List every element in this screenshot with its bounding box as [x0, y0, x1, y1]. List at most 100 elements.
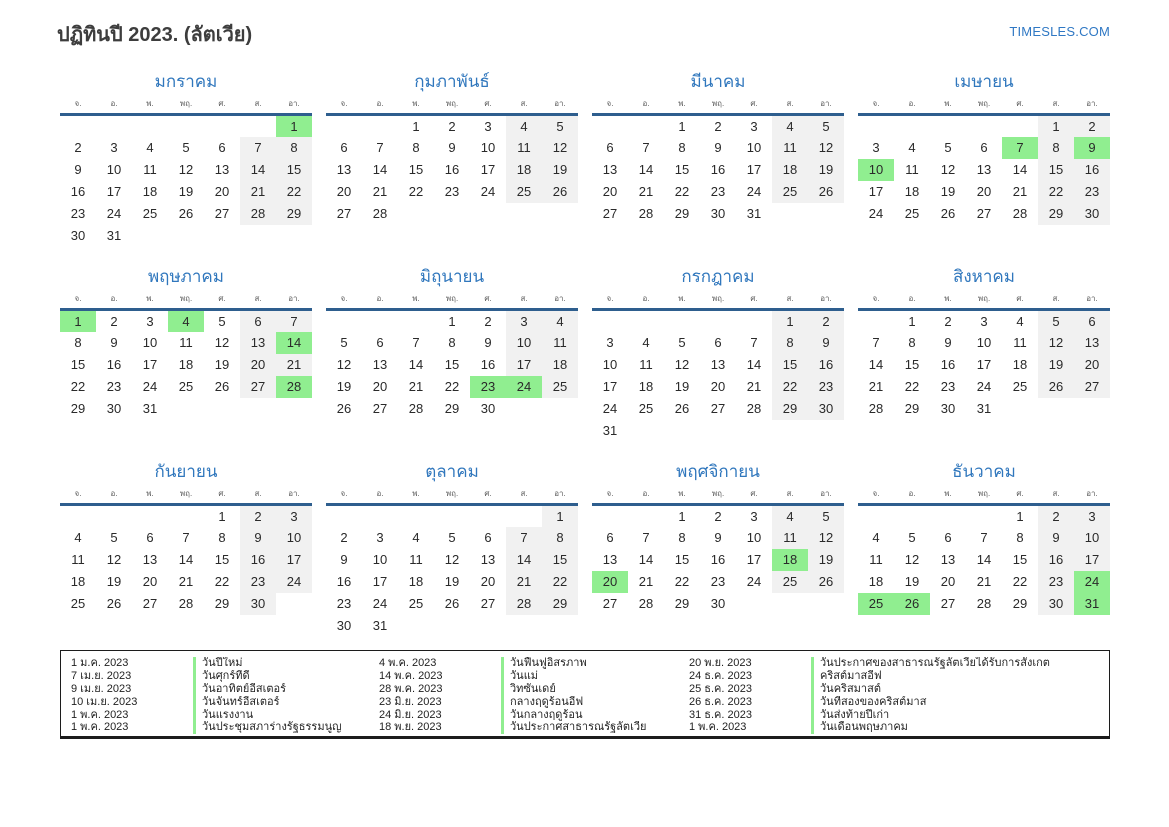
- day-cell: 18: [868, 574, 884, 589]
- day-cell: 30: [70, 228, 86, 243]
- weekday-header: พฤ.: [966, 487, 1002, 506]
- day-cell: 5: [908, 530, 916, 545]
- day-cell: 7: [872, 335, 880, 350]
- day-cell: 25: [858, 592, 894, 615]
- day-cell: 8: [1016, 530, 1024, 545]
- day-cell: 18: [772, 548, 808, 571]
- day-cell: 18: [904, 184, 920, 199]
- day-cell: 26: [542, 180, 578, 203]
- day-cell: 20: [336, 184, 352, 199]
- day-cell: 29: [214, 596, 230, 611]
- day-cell: 4: [146, 140, 154, 155]
- weekday-header: ศ.: [204, 292, 240, 311]
- empty-cell: [326, 505, 362, 527]
- month-table: จ. อ. พ. พฤ. ศ. ส. อา. 1 2 3 4 5 6 7 8 9 10 11 12 13 14 15 16 1…: [60, 97, 312, 247]
- holiday-name: วันประชุมสภาร่างรัฐธรรมนูญ: [193, 721, 379, 735]
- day-cell: 4: [168, 309, 204, 332]
- empty-cell: [132, 115, 168, 137]
- empty-cell: [736, 310, 772, 332]
- day-cell: 3: [980, 313, 988, 329]
- day-cell: 3: [506, 309, 542, 332]
- day-cell: 3: [484, 118, 492, 134]
- day-cell: 27: [480, 596, 496, 611]
- legend-row: 14 พ.ค. 2023 วันแม่: [379, 669, 689, 683]
- day-cell: 13: [142, 552, 158, 567]
- empty-cell: [398, 310, 434, 332]
- month-table: จ. อ. พ. พฤ. ศ. ส. อา. 1 2 3 4 5 6 7 8 9 10 11 12 13 14 15 16 1…: [326, 97, 578, 225]
- weekday-header: อ.: [96, 487, 132, 506]
- holiday-name: วันคริสมาสต์: [811, 682, 1101, 696]
- day-cell: 2: [484, 313, 492, 329]
- day-cell: 15: [1012, 552, 1028, 567]
- weekday-header: อา.: [1074, 487, 1110, 506]
- empty-cell: [772, 420, 808, 442]
- empty-cell: [168, 225, 204, 247]
- day-cell: 26: [214, 379, 230, 394]
- legend-row: 26 ธ.ค. 2023 วันที่สองของคริสต์มาส: [689, 695, 1101, 709]
- day-cell: 19: [1038, 353, 1074, 376]
- day-cell: 20: [214, 184, 230, 199]
- week-row: 20 21 22 23 24 25 26: [326, 180, 578, 203]
- month-table: จ. อ. พ. พฤ. ศ. ส. อา. 1 2 3 4 5 6 7 8 9 10 11 12 13 14 15 16 1…: [326, 292, 578, 420]
- day-cell: 5: [808, 504, 844, 527]
- empty-cell: [240, 225, 276, 247]
- brand-link[interactable]: TIMESLES.COM: [1009, 24, 1110, 39]
- day-cell: 19: [106, 574, 122, 589]
- day-cell: 15: [1038, 158, 1074, 181]
- day-cell: 26: [808, 180, 844, 203]
- empty-cell: [204, 398, 240, 420]
- day-cell: 5: [110, 530, 118, 545]
- day-cell: 16: [240, 548, 276, 571]
- empty-cell: [398, 615, 434, 637]
- day-cell: 11: [71, 552, 85, 567]
- day-cell: 31: [602, 423, 618, 438]
- day-cell: 27: [336, 206, 352, 221]
- day-cell: 14: [746, 357, 762, 372]
- legend-column: 4 พ.ค. 2023 วันฟื้นฟูอิสรภาพ 14 พ.ค. 2023 ว…: [379, 657, 689, 735]
- weekday-header: อา.: [276, 487, 312, 506]
- day-cell: 25: [408, 596, 424, 611]
- day-cell: 26: [336, 401, 352, 416]
- day-cell: 13: [602, 552, 618, 567]
- weekday-header: ส.: [240, 292, 276, 311]
- weekday-header: อ.: [628, 487, 664, 506]
- day-cell: 9: [240, 526, 276, 549]
- day-cell: 11: [1013, 335, 1027, 350]
- day-cell: 6: [218, 140, 226, 155]
- weekday-header: อา.: [1074, 292, 1110, 311]
- day-cell: 5: [340, 335, 348, 350]
- empty-cell: [204, 115, 240, 137]
- months-grid: มกราคม จ. อ. พ. พฤ. ศ. ส. อา. 1 2 3 4 5 6 7 8 9 10 11 12 13 1…: [60, 72, 1110, 633]
- empty-cell: [362, 505, 398, 527]
- day-cell: 10: [858, 158, 894, 181]
- day-cell: 29: [1038, 202, 1074, 225]
- day-cell: 28: [976, 596, 992, 611]
- day-cell: 12: [336, 357, 352, 372]
- week-row: 27 28: [326, 203, 578, 225]
- day-cell: 24: [1074, 570, 1110, 593]
- holiday-name: วันส่งท้ายปีเก่า: [811, 708, 1101, 722]
- day-cell: 17: [276, 548, 312, 571]
- day-cell: 6: [944, 530, 952, 545]
- day-cell: 26: [894, 592, 930, 615]
- day-cell: 16: [1074, 158, 1110, 181]
- empty-cell: [326, 310, 362, 332]
- holiday-name: คริสต์มาสอีฟ: [811, 669, 1101, 683]
- week-row: 27 28 29 30: [592, 593, 844, 615]
- weekday-header: จ.: [858, 292, 894, 311]
- weekday-header: ศ.: [1002, 292, 1038, 311]
- day-cell: 23: [710, 184, 726, 199]
- day-cell: 12: [214, 335, 230, 350]
- month-table: จ. อ. พ. พฤ. ศ. ส. อา. 1 2 3 4 5 6 7 8 9 10 11 12 13 14 15 16 1…: [60, 292, 312, 420]
- day-cell: 27: [1074, 375, 1110, 398]
- weekday-header: จ.: [60, 487, 96, 506]
- weekday-header: จ.: [326, 97, 362, 116]
- weekday-header: ส.: [772, 292, 808, 311]
- day-cell: 3: [276, 504, 312, 527]
- weekday-header: พ.: [664, 292, 700, 311]
- weekday-header: ศ.: [204, 97, 240, 116]
